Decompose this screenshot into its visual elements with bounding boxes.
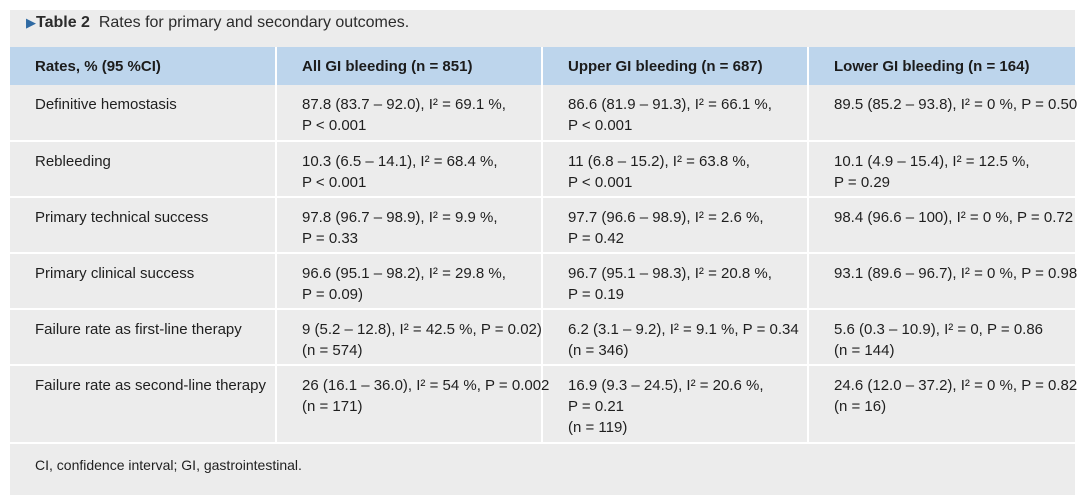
cell-text-line: 96.7 (95.1 – 98.3), I² = 20.8 %, xyxy=(568,265,772,282)
cell-text-line: 5.6 (0.3 – 10.9), I² = 0, P = 0.86 xyxy=(834,321,1044,338)
cell-text-line: 26 (16.1 – 36.0), I² = 54 %, P = 0.002 xyxy=(302,377,550,394)
row-label: Failure rate as first-line therapy xyxy=(10,308,276,365)
table-row: Rebleeding 10.3 (6.5 – 14.1), I² = 68.4 %… xyxy=(10,140,1075,197)
cell-text-line: (n = 144) xyxy=(834,342,895,359)
table-cell: 11 (6.8 – 15.2), I² = 63.8 %, P < 0.001 xyxy=(541,140,808,197)
header-row: Rates, % (95 %CI) All GI bleeding (n = 8… xyxy=(10,47,1075,85)
cell-text-line: P = 0.29 xyxy=(834,174,891,191)
cell-text-line: P < 0.001 xyxy=(302,117,367,134)
table-row: Failure rate as first-line therapy 9 (5.2… xyxy=(10,308,1075,365)
column-header: Upper GI bleeding (n = 687) xyxy=(541,47,808,85)
row-label: Primary technical success xyxy=(10,196,276,253)
cell-text-line: 86.6 (81.9 – 91.3), I² = 66.1 %, xyxy=(568,96,772,113)
cell-text-line: P < 0.001 xyxy=(568,117,633,134)
table-cell: 97.7 (96.6 – 98.9), I² = 2.6 %, P = 0.42 xyxy=(541,196,808,253)
table-cell: 10.1 (4.9 – 15.4), I² = 12.5 %, P = 0.29 xyxy=(807,140,1075,197)
row-label: Failure rate as second-line therapy xyxy=(10,364,276,443)
table-cell: 98.4 (96.6 – 100), I² = 0 %, P = 0.72 xyxy=(807,196,1075,253)
table-row: Primary technical success 97.8 (96.7 – 98… xyxy=(10,196,1075,253)
table-cell: 86.6 (81.9 – 91.3), I² = 66.1 %, P < 0.00… xyxy=(541,85,808,141)
cell-text-line: P = 0.21 xyxy=(568,398,625,415)
cell-text-line: 10.3 (6.5 – 14.1), I² = 68.4 %, xyxy=(302,153,498,170)
cell-text-line: (n = 16) xyxy=(834,398,887,415)
cell-text-line: P < 0.001 xyxy=(568,174,633,191)
cell-text-line: P = 0.33 xyxy=(302,230,359,247)
table-cell: 96.7 (95.1 – 98.3), I² = 20.8 %, P = 0.19 xyxy=(541,252,808,309)
cell-text-line: P = 0.09) xyxy=(302,286,364,303)
cell-text-line: 6.2 (3.1 – 9.2), I² = 9.1 %, P = 0.34 xyxy=(568,321,799,338)
cell-text-line: 97.7 (96.6 – 98.9), I² = 2.6 %, xyxy=(568,209,764,226)
cell-text-line: 96.6 (95.1 – 98.2), I² = 29.8 %, xyxy=(302,265,506,282)
table-row: Definitive hemostasis 87.8 (83.7 – 92.0),… xyxy=(10,85,1078,141)
table-footnote: CI, confidence interval; GI, gastrointes… xyxy=(10,442,1075,487)
cell-text-line: 97.8 (96.7 – 98.9), I² = 9.9 %, xyxy=(302,209,498,226)
cell-text-line: (n = 574) xyxy=(302,342,363,359)
column-header: Rates, % (95 %CI) xyxy=(10,47,276,85)
cell-text-line: (n = 119) xyxy=(568,419,628,436)
cell-text-line: 9 (5.2 – 12.8), I² = 42.5 %, P = 0.02) xyxy=(302,321,542,338)
row-label: Rebleeding xyxy=(10,140,276,197)
column-header: All GI bleeding (n = 851) xyxy=(275,47,542,85)
table-caption: ▶Table 2 Rates for primary and secondary… xyxy=(26,14,409,32)
cell-text-line: 24.6 (12.0 – 37.2), I² = 0 %, P = 0.82 xyxy=(834,377,1078,394)
cell-text-line: (n = 171) xyxy=(302,398,363,415)
table-cell: 24.6 (12.0 – 37.2), I² = 0 %, P = 0.82 (n… xyxy=(807,364,1078,443)
cell-text-line: 89.5 (85.2 – 93.8), I² = 0 %, P = 0.50 xyxy=(834,96,1078,113)
cell-text-line: P = 0.42 xyxy=(568,230,625,247)
table-cell: 5.6 (0.3 – 10.9), I² = 0, P = 0.86 (n = 1… xyxy=(807,308,1075,365)
table-cell: 6.2 (3.1 – 9.2), I² = 9.1 %, P = 0.34 (n … xyxy=(541,308,808,365)
column-header: Lower GI bleeding (n = 164) xyxy=(807,47,1075,85)
row-label: Definitive hemostasis xyxy=(35,96,177,113)
outcomes-table: Rates, % (95 %CI) All GI bleeding (n = 8… xyxy=(10,47,1078,487)
table-cell: 97.8 (96.7 – 98.9), I² = 9.9 %, P = 0.33 xyxy=(275,196,542,253)
table-cell: 87.8 (83.7 – 92.0), I² = 69.1 %, P < 0.00… xyxy=(275,85,542,141)
cell-text-line: 87.8 (83.7 – 92.0), I² = 69.1 %, xyxy=(302,96,506,113)
cell-text-line: 10.1 (4.9 – 15.4), I² = 12.5 %, xyxy=(834,153,1030,170)
cell-text-line: 16.9 (9.3 – 24.5), I² = 20.6 %, xyxy=(568,377,764,394)
table-cell: 10.3 (6.5 – 14.1), I² = 68.4 %, P < 0.001 xyxy=(275,140,542,197)
table-cell: 93.1 (89.6 – 96.7), I² = 0 %, P = 0.98 xyxy=(807,252,1078,309)
cell-text-line: P < 0.001 xyxy=(302,174,367,191)
table-row: Primary clinical success 96.6 (95.1 – 98.… xyxy=(10,252,1078,309)
table-cell: 96.6 (95.1 – 98.2), I² = 29.8 %, P = 0.09… xyxy=(275,252,542,309)
table-cell: 89.5 (85.2 – 93.8), I² = 0 %, P = 0.50 xyxy=(807,85,1078,141)
table-cell: 9 (5.2 – 12.8), I² = 42.5 %, P = 0.02) (n… xyxy=(275,308,542,365)
footnote-row: CI, confidence interval; GI, gastrointes… xyxy=(10,442,1075,487)
cell-text-line: (n = 346) xyxy=(568,342,629,359)
row-label: Primary clinical success xyxy=(10,252,276,309)
table-title: Rates for primary and secondary outcomes… xyxy=(98,14,410,31)
table-cell: 16.9 (9.3 – 24.5), I² = 20.6 %, P = 0.21 (… xyxy=(541,364,808,443)
cell-text-line: 93.1 (89.6 – 96.7), I² = 0 %, P = 0.98 xyxy=(834,265,1078,282)
table-label: Table 2 xyxy=(36,14,90,31)
cell-text-line: P = 0.19 xyxy=(568,286,625,303)
table-row: Failure rate as second-line therapy 26 (1… xyxy=(10,364,1078,443)
triangle-marker-icon: ▶ xyxy=(26,15,36,30)
cell-text-line: 11 (6.8 – 15.2), I² = 63.8 %, xyxy=(568,153,750,170)
cell-text-line: 98.4 (96.6 – 100), I² = 0 %, P = 0.72 xyxy=(834,209,1074,226)
table-cell: 26 (16.1 – 36.0), I² = 54 %, P = 0.002 (n… xyxy=(275,364,550,443)
